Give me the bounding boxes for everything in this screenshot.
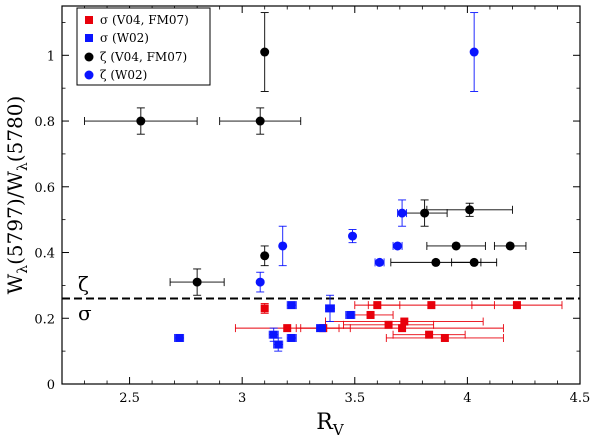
- legend-marker-0: [85, 16, 93, 24]
- x-tick-label-4: 4.5: [570, 391, 591, 406]
- x-axis-title: RV: [316, 410, 345, 437]
- data-point-1-6: [326, 304, 335, 313]
- legend-label-3: ζ (W02): [100, 68, 147, 82]
- data-point-2-4: [260, 251, 270, 261]
- data-point-1-1: [269, 330, 278, 339]
- legend-box: [76, 7, 211, 86]
- data-point-0-1: [283, 324, 292, 333]
- data-point-1-3: [287, 301, 296, 310]
- data-point-2-0: [136, 116, 146, 126]
- data-point-3-6: [469, 47, 479, 57]
- legend-label-0: σ (V04, FM07): [100, 13, 189, 27]
- data-point-3-3: [375, 257, 385, 267]
- data-point-2-1: [192, 277, 202, 287]
- data-point-2-10: [505, 241, 515, 251]
- series-1: [174, 294, 356, 352]
- legend-label-1: σ (W02): [100, 31, 149, 45]
- y-tick-label-3: 0.6: [34, 181, 55, 196]
- data-point-1-5: [317, 324, 325, 333]
- annotation-sigma: σ: [78, 301, 92, 325]
- data-point-2-7: [451, 241, 461, 251]
- legend-marker-3: [84, 70, 94, 80]
- x-tick-label-1: 3: [238, 391, 246, 406]
- data-point-2-6: [431, 257, 441, 267]
- y-axis-title: Wλ(5797)/Wλ(5780): [3, 96, 31, 295]
- x-tick-label-0: 2.5: [119, 391, 140, 406]
- data-point-0-5: [384, 320, 393, 329]
- data-point-0-6: [398, 324, 407, 333]
- data-point-0-11: [512, 301, 521, 310]
- legend: σ (V04, FM07) σ (W02) ζ (V04, FM07) ζ (W…: [76, 7, 211, 86]
- data-point-3-1: [278, 241, 288, 251]
- legend-items: σ (V04, FM07) σ (W02) ζ (V04, FM07) ζ (W…: [84, 13, 189, 82]
- data-point-1-0: [175, 333, 184, 342]
- data-point-1-7: [346, 310, 355, 319]
- annotation-zeta: ζ: [78, 272, 89, 296]
- x-tick-label-3: 4: [463, 391, 471, 406]
- series-group: [84, 12, 563, 352]
- data-point-0-9: [425, 330, 434, 339]
- y-tick-label-1: 0.2: [34, 312, 55, 327]
- series-3: [255, 12, 479, 293]
- y-tick-label-0: 0: [47, 378, 55, 393]
- data-point-0-7: [400, 317, 409, 326]
- data-point-1-4: [287, 333, 296, 342]
- data-point-2-9: [469, 257, 479, 267]
- y-tick-label-5: 1: [47, 49, 55, 64]
- y-tick-label-2: 0.4: [34, 247, 55, 262]
- y-tick-label-4: 0.8: [34, 115, 55, 130]
- series-2: [84, 12, 527, 296]
- data-point-3-2: [348, 231, 358, 241]
- data-point-3-5: [397, 208, 407, 218]
- series-0: [234, 301, 563, 342]
- data-point-2-2: [255, 116, 265, 126]
- data-point-0-3: [366, 310, 375, 319]
- data-point-0-10: [440, 333, 449, 342]
- data-point-2-3: [260, 47, 270, 57]
- legend-label-2: ζ (V04, FM07): [100, 50, 187, 64]
- legend-marker-2: [84, 52, 94, 62]
- data-point-0-8: [427, 301, 436, 310]
- data-point-3-0: [255, 277, 265, 287]
- data-point-0-0: [260, 304, 269, 313]
- plot-frame: [61, 5, 581, 385]
- data-point-3-4: [393, 241, 403, 251]
- data-point-1-2: [274, 340, 283, 349]
- legend-marker-1: [85, 34, 93, 42]
- data-point-2-8: [465, 205, 475, 215]
- x-tick-label-2: 3.5: [344, 391, 365, 406]
